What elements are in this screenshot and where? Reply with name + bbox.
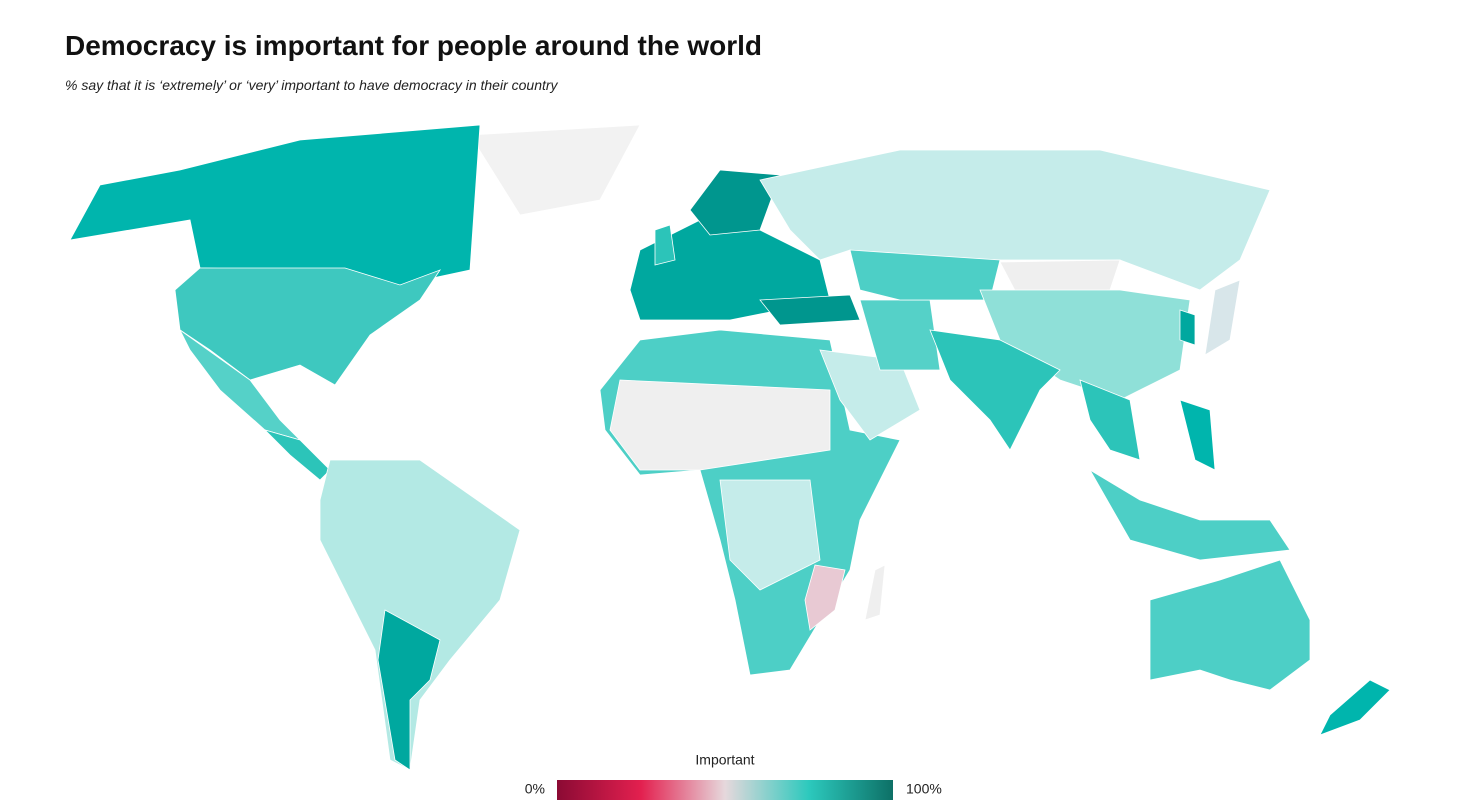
country bbox=[609, 379, 831, 471]
legend-max: 100% bbox=[906, 781, 942, 797]
country bbox=[804, 564, 846, 631]
country bbox=[1179, 399, 1216, 471]
country bbox=[469, 124, 641, 216]
country bbox=[1179, 309, 1196, 346]
country bbox=[849, 249, 1001, 301]
country bbox=[1079, 379, 1141, 461]
legend-scale bbox=[557, 780, 893, 800]
country bbox=[719, 479, 821, 591]
country bbox=[759, 294, 861, 326]
country bbox=[1204, 279, 1241, 356]
world-map bbox=[69, 124, 1391, 771]
country bbox=[1319, 679, 1391, 736]
country bbox=[377, 609, 441, 771]
legend-title: Important bbox=[695, 752, 754, 768]
country bbox=[654, 224, 676, 266]
country bbox=[929, 329, 1061, 451]
country bbox=[864, 564, 886, 621]
country bbox=[1149, 559, 1311, 691]
country bbox=[1088, 468, 1291, 561]
country bbox=[319, 459, 521, 771]
country bbox=[263, 429, 331, 481]
country bbox=[689, 169, 781, 236]
subtitle: % say that it is ‘extremely’ or ‘very’ i… bbox=[65, 77, 559, 93]
title: Democracy is important for people around… bbox=[65, 30, 762, 61]
legend-min: 0% bbox=[525, 781, 545, 797]
